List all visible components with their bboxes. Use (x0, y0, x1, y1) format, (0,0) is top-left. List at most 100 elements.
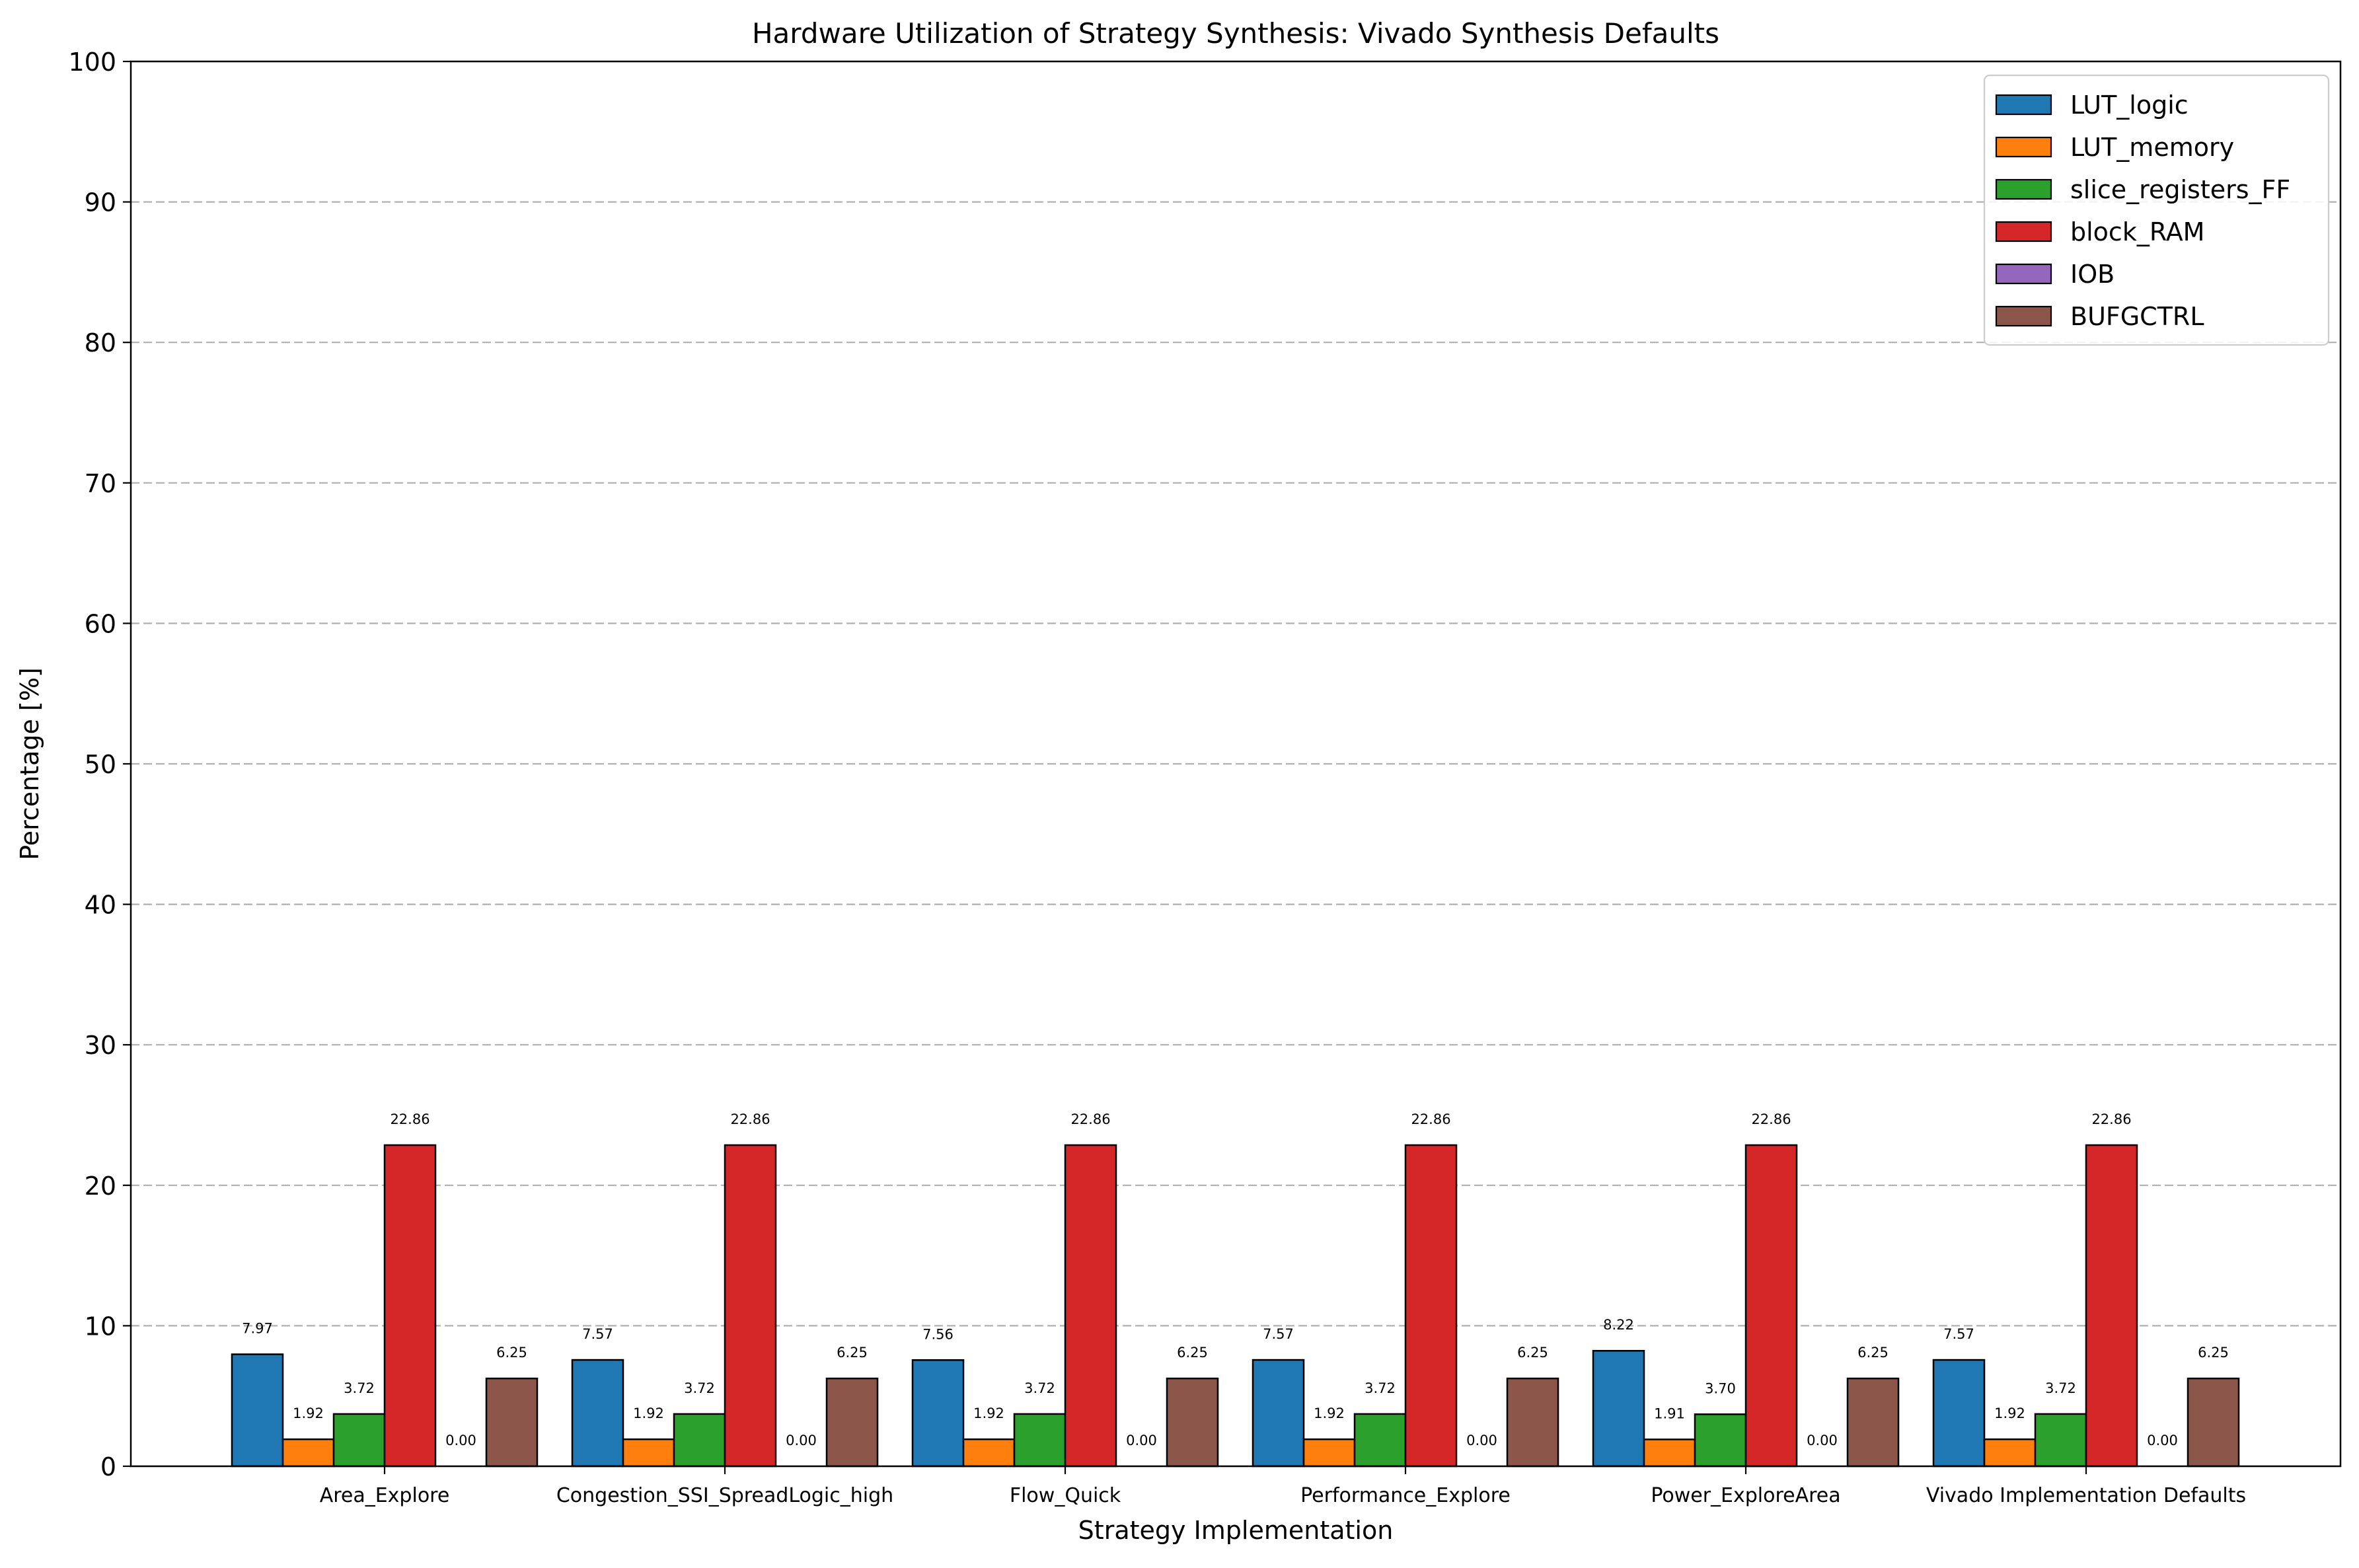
bar-bufgctrl (2187, 1377, 2240, 1468)
y-tick-label: 100 (68, 48, 116, 77)
bar-block-ram (2085, 1144, 2138, 1468)
bar-lut-memory (1983, 1438, 2037, 1468)
bars (231, 1144, 2240, 1468)
x-axis: Area_Explore Congestion_SSI_SpreadLogic_h… (320, 1466, 2246, 1507)
data-label: 1.92 (1314, 1405, 1345, 1421)
bar-slice-registers-ff (673, 1413, 726, 1468)
bar-slice-registers-ff (2034, 1413, 2087, 1468)
data-label: 3.72 (1365, 1380, 1396, 1396)
legend-swatch (1995, 305, 2052, 327)
data-label: 3.72 (344, 1380, 375, 1396)
data-label: 6.25 (837, 1345, 868, 1361)
bar-lut-logic (231, 1353, 284, 1468)
bar-bufgctrl (485, 1377, 539, 1468)
data-label: 22.86 (1070, 1111, 1110, 1127)
chart-title: Hardware Utilization of Strategy Synthes… (752, 17, 1719, 50)
legend-label: block_RAM (2070, 217, 2204, 246)
data-label: 1.91 (1654, 1405, 1685, 1421)
legend-swatch (1995, 178, 2052, 200)
y-axis-label: Percentage [%] (15, 667, 44, 860)
data-label: 1.92 (633, 1405, 664, 1421)
bar-lut-memory (962, 1438, 1016, 1468)
bar-lut-logic (911, 1359, 965, 1468)
bar-slice-registers-ff (332, 1413, 386, 1468)
x-tick-label: Performance_Explore (1300, 1484, 1511, 1507)
bar-lut-memory (1643, 1438, 1696, 1468)
data-label: 0.00 (1466, 1433, 1497, 1448)
bar-bufgctrl (825, 1377, 879, 1468)
data-label: 3.72 (684, 1380, 715, 1396)
x-tick-label: Congestion_SSI_SpreadLogic_high (556, 1484, 893, 1507)
data-label: 7.57 (1263, 1326, 1294, 1342)
data-label: 22.86 (2091, 1111, 2131, 1127)
data-label: 1.92 (973, 1405, 1004, 1421)
y-axis: 0 10 20 30 40 50 60 70 80 90 100 (68, 48, 131, 1481)
bar-slice-registers-ff (1694, 1413, 1747, 1468)
bar-lut-memory (1302, 1438, 1356, 1468)
data-label: 8.22 (1603, 1317, 1634, 1333)
gridlines (131, 201, 2340, 1327)
data-label: 3.72 (1024, 1380, 1055, 1396)
data-label: 22.86 (390, 1111, 430, 1127)
legend-label: BUFGCTRL (2070, 302, 2204, 331)
data-label: 22.86 (730, 1111, 770, 1127)
data-label: 22.86 (1751, 1111, 1791, 1127)
legend-label: slice_registers_FF (2070, 175, 2290, 204)
legend-label: LUT_memory (2070, 133, 2234, 162)
y-tick-label: 80 (85, 328, 116, 357)
y-tick-label: 0 (100, 1452, 116, 1481)
y-tick-label: 10 (85, 1312, 116, 1341)
data-label: 0.00 (1807, 1433, 1838, 1448)
x-tick-label: Area_Explore (320, 1484, 450, 1507)
data-label: 6.25 (496, 1345, 527, 1361)
legend-swatch (1995, 221, 2052, 243)
data-labels: 7.97 1.92 3.72 22.86 0.00 6.25 7.57 1.92 3.72 22.… (242, 1111, 2229, 1448)
data-label: 0.00 (1126, 1433, 1157, 1448)
x-tick-label: Power_ExploreArea (1651, 1484, 1840, 1507)
data-label: 6.25 (2198, 1345, 2229, 1361)
data-label: 3.72 (2045, 1380, 2076, 1396)
y-tick-label: 40 (85, 891, 116, 920)
data-label: 0.00 (445, 1433, 476, 1448)
y-tick-label: 20 (85, 1172, 116, 1201)
bar-block-ram (1404, 1144, 1458, 1468)
legend-label: LUT_logic (2070, 91, 2189, 120)
bar-lut-memory (622, 1438, 675, 1468)
y-tick-label: 60 (85, 609, 116, 638)
legend-swatch (1995, 94, 2052, 116)
bar-slice-registers-ff (1013, 1413, 1067, 1468)
legend-swatch (1995, 263, 2052, 285)
data-label: 7.56 (922, 1326, 954, 1342)
data-label: 22.86 (1411, 1111, 1450, 1127)
bar-lut-logic (571, 1359, 624, 1468)
bar-block-ram (1744, 1144, 1798, 1468)
data-label: 1.92 (293, 1405, 324, 1421)
y-tick-label: 50 (85, 750, 116, 779)
bar-block-ram (383, 1144, 437, 1468)
legend: LUT_logic LUT_memory slice_registers_FFblo… (1983, 74, 2330, 346)
data-label: 6.25 (1857, 1345, 1889, 1361)
data-label: 7.57 (1943, 1326, 1974, 1342)
data-label: 0.00 (786, 1433, 817, 1448)
bar-block-ram (1064, 1144, 1117, 1468)
x-axis-label: Strategy Implementation (1078, 1516, 1394, 1545)
legend-swatch (1995, 136, 2052, 158)
data-label: 7.57 (582, 1326, 613, 1342)
y-tick-label: 90 (85, 188, 116, 217)
bar-lut-memory (281, 1438, 335, 1468)
bar-bufgctrl (1846, 1377, 1900, 1468)
legend-box (1983, 74, 2330, 346)
bar-lut-logic (1252, 1359, 1305, 1468)
data-label: 6.25 (1177, 1345, 1208, 1361)
legend-label: IOB (2070, 260, 2115, 289)
bar-lut-logic (1592, 1349, 1645, 1468)
y-tick-label: 30 (85, 1031, 116, 1060)
data-label: 0.00 (2147, 1433, 2178, 1448)
data-label: 7.97 (242, 1321, 273, 1337)
x-tick-label: Flow_Quick (1010, 1484, 1121, 1507)
bar-bufgctrl (1506, 1377, 1559, 1468)
bar-slice-registers-ff (1353, 1413, 1407, 1468)
bar-lut-logic (1932, 1359, 1986, 1468)
